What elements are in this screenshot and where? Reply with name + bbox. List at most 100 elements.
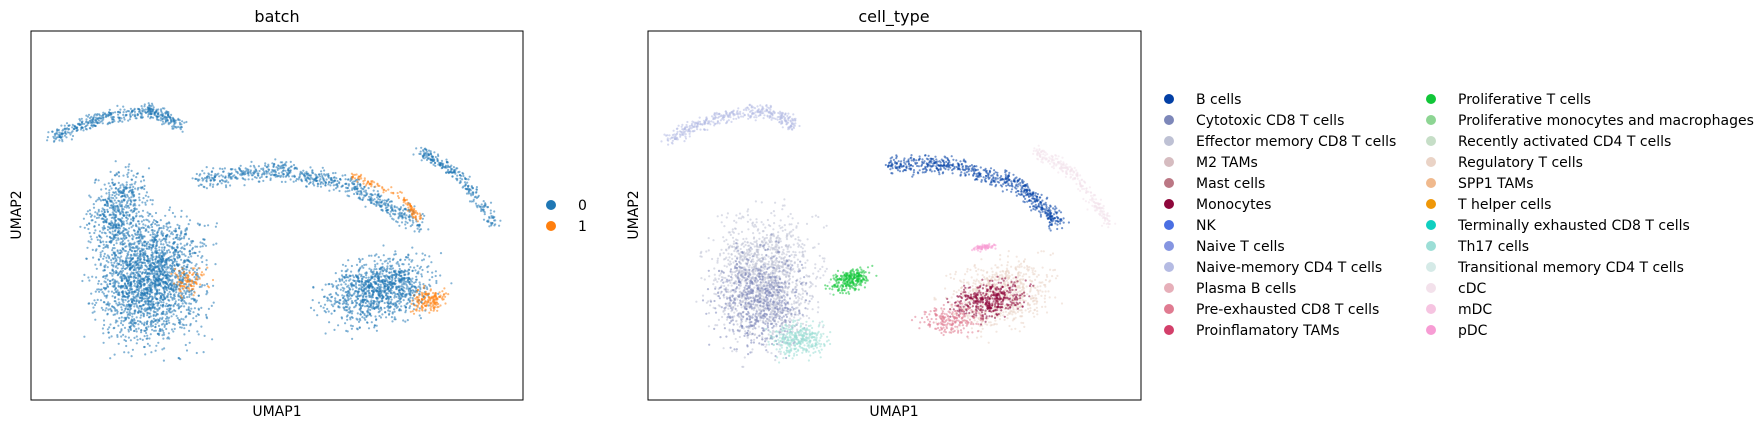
data-point [456,167,459,170]
data-point [117,252,120,255]
data-point [484,205,487,208]
data-point [201,242,204,245]
data-point [129,186,132,189]
data-point [127,204,130,207]
data-point [358,326,361,329]
data-point [142,284,146,287]
data-point [214,225,217,228]
plot-area [46,102,502,362]
data-point [404,216,407,219]
data-point [93,225,96,228]
data-point [106,278,109,281]
data-point [160,260,163,263]
data-point [482,218,486,221]
data-point [107,290,110,293]
data-point [397,273,401,276]
data-point [99,255,102,258]
data-point [350,270,353,273]
data-point [149,295,152,298]
data-point [373,275,377,278]
data-point [341,263,345,266]
data-point [112,191,115,194]
data-point [354,289,357,293]
data-point [491,222,494,225]
data-point [123,338,126,342]
data-point [172,242,175,245]
data-point [111,274,114,277]
data-point [161,250,164,254]
data-point [140,261,144,264]
data-point [172,127,175,130]
data-point [130,285,133,288]
data-point [116,256,119,259]
data-point [63,127,66,131]
data-point [195,268,199,271]
data-point [329,184,332,187]
data-point [110,113,113,116]
data-point [326,296,329,299]
data-point [323,173,326,176]
data-point [170,281,173,285]
data-point [282,172,285,175]
data-point [125,216,128,219]
data-point [214,263,217,266]
data-point [415,147,418,150]
data-point [189,244,192,247]
data-point [140,314,143,317]
data-point [125,231,128,234]
data-point [388,280,391,283]
data-point [149,284,152,287]
data-point [111,295,114,298]
data-point [394,253,397,256]
data-point [249,172,252,175]
data-point [205,315,208,319]
data-point [142,303,145,306]
data-point [97,216,100,219]
data-point [115,239,118,242]
data-point [133,107,136,110]
data-point [162,312,165,315]
data-point [484,202,487,205]
data-point [152,304,155,307]
data-point [105,307,108,310]
data-point [185,120,188,124]
data-point [189,312,192,315]
data-point [345,294,348,297]
data-point [144,301,147,304]
data-point [100,288,103,291]
data-point [374,306,377,309]
data-point [177,293,180,297]
data-point [132,247,136,250]
data-point [210,170,213,174]
data-point [160,249,163,252]
data-point [351,188,354,191]
data-point [150,102,154,105]
data-point [95,200,98,203]
data-point [183,267,186,270]
data-point [165,310,168,314]
data-point [377,194,380,197]
data-point [128,314,132,317]
data-point [188,341,191,344]
data-point [189,302,193,305]
data-point [107,261,110,264]
data-point [162,232,165,235]
data-point [319,185,323,188]
data-point [140,112,143,115]
data-point [321,166,324,169]
data-point [177,298,180,301]
data-point [292,163,296,167]
data-point [135,328,138,331]
data-point [179,123,182,126]
data-point [401,263,404,266]
data-point [148,212,151,215]
data-point [479,205,482,209]
data-point [347,259,350,262]
data-point [162,255,165,258]
data-point [146,106,149,109]
data-point [186,265,189,268]
data-point [172,330,175,333]
data-point [334,291,338,294]
data-point [51,130,54,133]
data-point [126,217,129,220]
